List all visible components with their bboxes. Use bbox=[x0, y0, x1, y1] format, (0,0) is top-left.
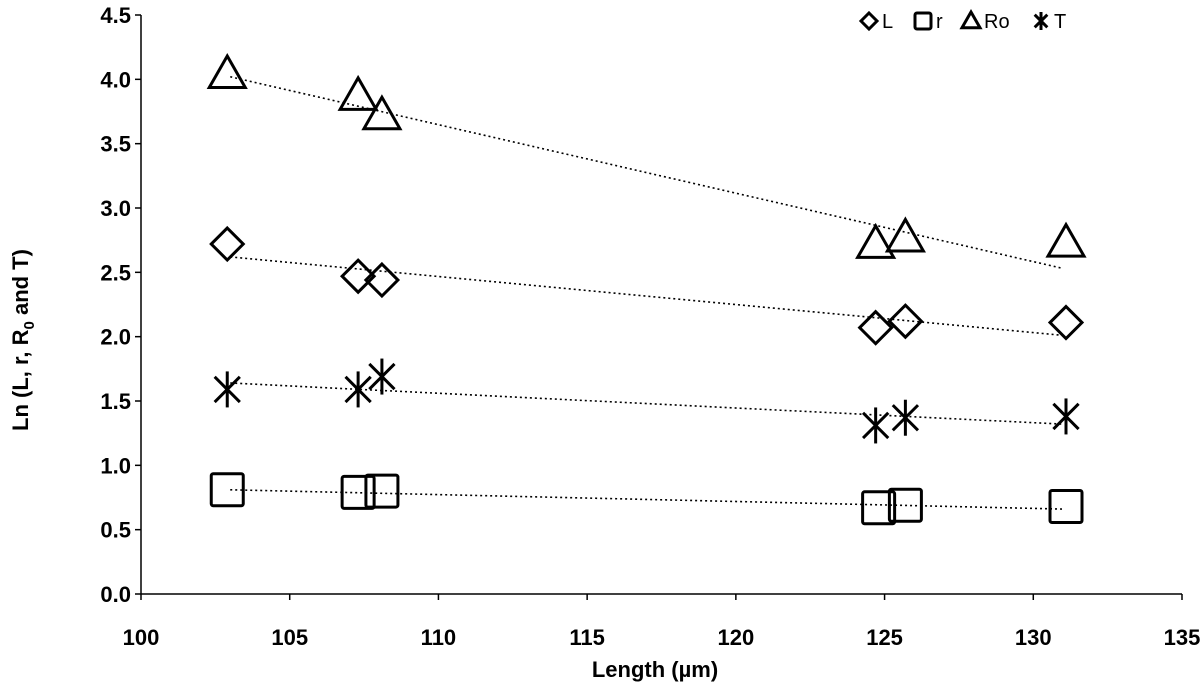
data-point-l bbox=[887, 303, 924, 340]
data-point-ro bbox=[361, 94, 403, 131]
data-point-l bbox=[363, 261, 401, 299]
x-tick-label: 100 bbox=[123, 625, 160, 650]
data-point-r bbox=[340, 474, 376, 510]
series-l bbox=[209, 225, 1085, 346]
y-tick-label: 4.5 bbox=[100, 3, 131, 28]
y-tick-label: 2.0 bbox=[100, 325, 131, 350]
data-point-l bbox=[340, 258, 377, 295]
data-point-l bbox=[857, 309, 894, 346]
legend-label-l: L bbox=[882, 11, 893, 33]
y-tick-label: 0.5 bbox=[100, 518, 131, 543]
data-point-ro bbox=[206, 53, 248, 90]
data-points bbox=[206, 53, 1087, 526]
legend-marker-r bbox=[913, 11, 933, 31]
legend-marker-t bbox=[1033, 12, 1049, 30]
y-tick-label: 0.0 bbox=[100, 582, 131, 607]
y-axis-title-subscript: 0 bbox=[21, 321, 38, 329]
x-tick-label: 115 bbox=[569, 625, 605, 650]
data-point-t bbox=[891, 399, 920, 436]
y-axis-title-main: Ln (L, r, R bbox=[8, 329, 33, 431]
trendline-ro bbox=[230, 75, 1064, 270]
series-ro bbox=[206, 53, 1087, 259]
legend-label-t: T bbox=[1054, 11, 1066, 33]
trendline-t bbox=[230, 382, 1064, 425]
data-point-t bbox=[368, 358, 396, 395]
x-tick-label: 110 bbox=[421, 625, 457, 650]
data-point-r bbox=[209, 472, 245, 508]
data-point-t bbox=[861, 407, 890, 444]
y-axis-title-tail: and T) bbox=[8, 249, 33, 321]
data-point-ro bbox=[855, 222, 897, 259]
legend-marker-l bbox=[858, 10, 880, 32]
data-point-t bbox=[344, 371, 372, 408]
y-tick-label: 1.0 bbox=[100, 453, 131, 478]
data-point-l bbox=[1047, 304, 1085, 341]
data-point-ro bbox=[337, 74, 379, 111]
x-tick-label: 135 bbox=[1164, 625, 1200, 650]
data-point-t bbox=[213, 371, 241, 408]
x-tick-label: 125 bbox=[866, 625, 903, 650]
y-tick-label: 3.5 bbox=[100, 132, 131, 157]
legend-label-r: r bbox=[936, 11, 943, 33]
data-point-r bbox=[1048, 489, 1084, 525]
data-point-ro bbox=[884, 216, 926, 253]
series-r bbox=[209, 472, 1084, 526]
trendlines bbox=[230, 75, 1064, 510]
axes: 0.0 0.5 1.0 1.5 2.0 2.5 3.0 3.5 4.0 4.5 100 105 110 1… bbox=[100, 3, 1200, 650]
x-axis-title: Length (µm) bbox=[592, 657, 718, 682]
x-tick-label: 120 bbox=[717, 625, 754, 650]
data-point-t bbox=[1052, 398, 1080, 435]
y-tick-label: 2.5 bbox=[100, 260, 131, 285]
data-point-r bbox=[364, 473, 400, 509]
data-point-l bbox=[209, 225, 246, 263]
y-tick-label: 3.0 bbox=[100, 196, 131, 221]
y-tick-label: 4.0 bbox=[100, 67, 131, 92]
y-tick-label: 1.5 bbox=[100, 389, 131, 414]
series-t bbox=[213, 358, 1080, 444]
y-axis-title: Ln (L, r, R0 and T) bbox=[8, 249, 38, 431]
data-point-r bbox=[861, 490, 897, 526]
data-point-ro bbox=[1045, 221, 1087, 258]
trendline-l bbox=[230, 256, 1064, 337]
x-tick-label: 105 bbox=[271, 625, 308, 650]
legend-marker-ro bbox=[959, 8, 983, 30]
data-point-r bbox=[887, 487, 923, 523]
trendline-r bbox=[230, 488, 1064, 510]
x-tick-label: 130 bbox=[1015, 625, 1052, 650]
legend-label-ro: Ro bbox=[984, 11, 1010, 33]
